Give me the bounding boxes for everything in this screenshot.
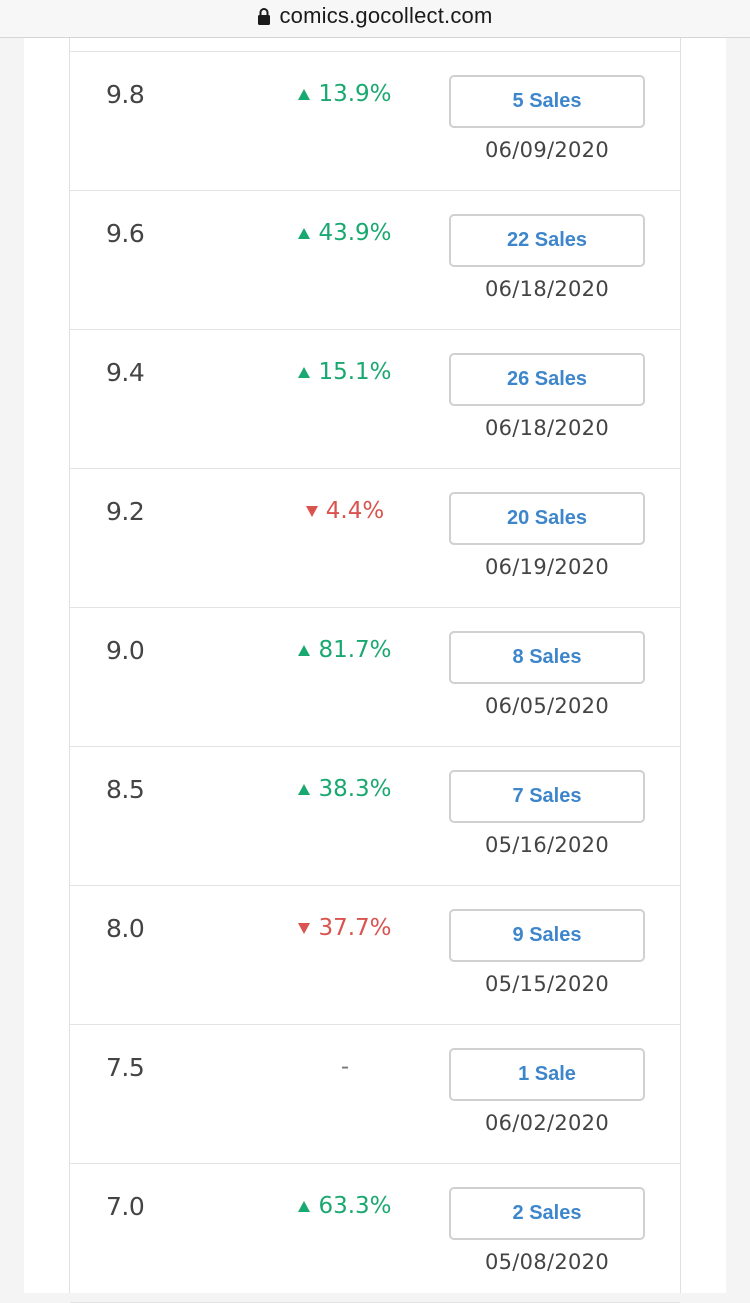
triangle-up-icon [298, 88, 311, 100]
price-change-value: 37.7% [318, 915, 392, 941]
triangle-up-icon [298, 644, 311, 656]
last-sale-date: 06/05/2020 [484, 694, 610, 718]
table-row-partial [70, 38, 680, 52]
price-change: - [275, 1054, 415, 1080]
lock-icon [257, 7, 271, 25]
last-sale-date: 06/02/2020 [484, 1111, 610, 1135]
grade-value: 9.2 [106, 497, 145, 526]
url-text: comics.gocollect.com [279, 2, 493, 28]
last-sale-date: 06/09/2020 [484, 138, 610, 162]
grade-value: 9.8 [106, 80, 145, 109]
triangle-up-icon [298, 227, 311, 239]
triangle-down-icon [305, 505, 318, 517]
sales-count-button[interactable]: 9 Sales [449, 909, 645, 962]
sales-count-button[interactable]: 22 Sales [449, 214, 645, 267]
last-sale-date: 05/16/2020 [484, 833, 610, 857]
last-sale-date: 05/08/2020 [484, 1250, 610, 1274]
last-sale-date: 06/18/2020 [484, 416, 610, 440]
sales-count-button[interactable]: 8 Sales [449, 631, 645, 684]
grade-value: 9.4 [106, 358, 145, 387]
price-change-value: 43.9% [318, 220, 392, 246]
sales-count-button[interactable]: 26 Sales [449, 353, 645, 406]
price-change: 38.3% [275, 776, 415, 802]
table-row: 7.5 - 1 Sale 06/02/2020 [70, 1025, 680, 1164]
sales-count-button[interactable]: 20 Sales [449, 492, 645, 545]
triangle-up-icon [298, 1200, 311, 1212]
last-sale-date: 05/15/2020 [484, 972, 610, 996]
grade-value: 7.5 [106, 1053, 145, 1082]
price-change: 15.1% [275, 359, 415, 385]
price-change: 63.3% [275, 1193, 415, 1219]
table-row: 8.0 37.7% 9 Sales 05/15/2020 [70, 886, 680, 1025]
sales-count-button[interactable]: 5 Sales [449, 75, 645, 128]
table-row: 9.0 81.7% 8 Sales 06/05/2020 [70, 608, 680, 747]
triangle-up-icon [298, 783, 311, 795]
price-change-value: 38.3% [318, 776, 392, 802]
price-change-value: 13.9% [318, 81, 392, 107]
table-row: 9.2 4.4% 20 Sales 06/19/2020 [70, 469, 680, 608]
last-sale-date: 06/19/2020 [484, 555, 610, 579]
price-change: 13.9% [275, 81, 415, 107]
table-row: 7.0 63.3% 2 Sales 05/08/2020 [70, 1164, 680, 1303]
table-row: 8.5 38.3% 7 Sales 05/16/2020 [70, 747, 680, 886]
grade-value: 7.0 [106, 1192, 145, 1221]
price-change-value: 81.7% [318, 637, 392, 663]
sales-count-button[interactable]: 2 Sales [449, 1187, 645, 1240]
triangle-up-icon [298, 366, 311, 378]
price-change-value: 15.1% [318, 359, 392, 385]
grade-value: 9.0 [106, 636, 145, 665]
table-row: 9.6 43.9% 22 Sales 06/18/2020 [70, 191, 680, 330]
sales-count-button[interactable]: 1 Sale [449, 1048, 645, 1101]
grade-value: 8.5 [106, 775, 145, 804]
price-change: 81.7% [275, 637, 415, 663]
price-change: 4.4% [275, 498, 415, 524]
sales-count-button[interactable]: 7 Sales [449, 770, 645, 823]
price-change: 37.7% [275, 915, 415, 941]
triangle-down-icon [298, 922, 311, 934]
price-change-value: 4.4% [325, 498, 385, 524]
price-change: 43.9% [275, 220, 415, 246]
grade-value: 8.0 [106, 914, 145, 943]
table-row: 9.8 13.9% 5 Sales 06/09/2020 [70, 52, 680, 191]
price-change-value: - [340, 1054, 350, 1080]
census-table: 9.8 13.9% 5 Sales 06/09/2020 9.6 43.9% 22 Sale… [69, 38, 681, 1303]
browser-url-bar[interactable]: comics.gocollect.com [0, 0, 750, 38]
table-row: 9.4 15.1% 26 Sales 06/18/2020 [70, 330, 680, 469]
price-change-value: 63.3% [318, 1193, 392, 1219]
grade-value: 9.6 [106, 219, 145, 248]
last-sale-date: 06/18/2020 [484, 277, 610, 301]
